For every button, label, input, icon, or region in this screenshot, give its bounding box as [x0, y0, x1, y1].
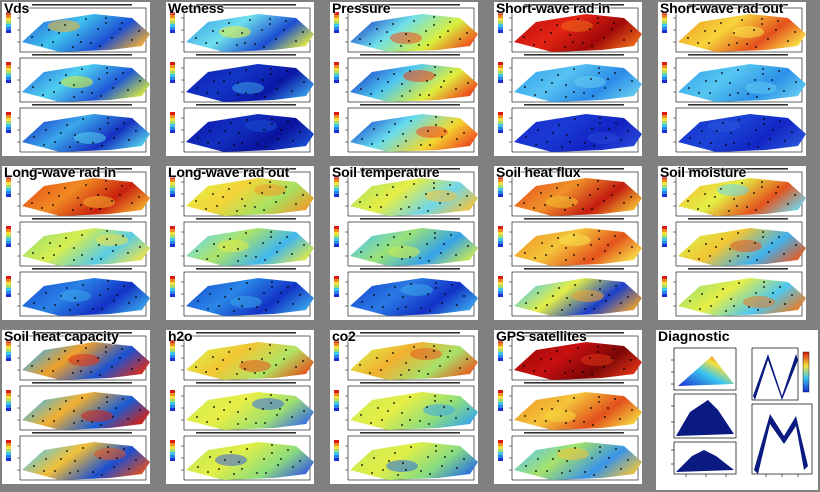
tile-gps[interactable]: GPS satellites: [494, 330, 642, 484]
tile-soil-heat-cap[interactable]: Soil heat capacity: [2, 330, 150, 484]
tile-sw-out[interactable]: Short-wave rad out: [658, 2, 806, 156]
tile-map-stack: [498, 168, 642, 317]
tile-title: Soil heat flux: [496, 166, 581, 180]
map-panel-1: [662, 168, 806, 217]
diagnostic-title: Diagnostic: [658, 330, 730, 344]
tile-map-stack: [334, 332, 478, 481]
map-panel-3: [334, 432, 478, 481]
diagnostic-plots: [671, 347, 813, 477]
tile-map-stack: [334, 4, 478, 153]
tile-title: Soil moisture: [660, 166, 747, 180]
tile-map-stack: [170, 168, 314, 317]
tile-map-stack: [334, 168, 478, 317]
tile-title: GPS satellites: [496, 330, 587, 344]
map-panel-2: [662, 218, 806, 267]
tile-map-stack: [170, 4, 314, 153]
tile-title: Short-wave rad in: [496, 2, 611, 16]
tile-lw-in[interactable]: Long-wave rad in: [2, 166, 150, 320]
tile-title: Long-wave rad in: [4, 166, 116, 180]
map-panel-2: [6, 218, 150, 267]
tile-lw-out[interactable]: Long-wave rad out: [166, 166, 314, 320]
tile-sw-in[interactable]: Short-wave rad in: [494, 2, 642, 156]
tile-pressure[interactable]: Pressure: [330, 2, 478, 156]
tile-map-stack: [6, 168, 150, 317]
map-panel-3: [334, 104, 478, 153]
tile-map-stack: [498, 4, 642, 153]
diagnostic-panel[interactable]: Diagnostic: [656, 330, 818, 490]
tile-map-stack: [170, 332, 314, 481]
diag-zigzag-lower: [754, 414, 808, 474]
tile-co2[interactable]: co2: [330, 330, 478, 484]
map-panel-1: [6, 4, 150, 53]
tile-title: Wetness: [168, 2, 224, 16]
map-panel-3: [662, 104, 806, 153]
map-panel-2: [498, 54, 642, 103]
map-panel-2: [498, 218, 642, 267]
map-panel-1: [334, 168, 478, 217]
tile-wetness[interactable]: Wetness: [166, 2, 314, 156]
map-panel-2: [6, 382, 150, 431]
tile-title: Soil temperature: [332, 166, 440, 180]
tile-map-stack: [662, 4, 806, 153]
map-panel-1: [498, 168, 642, 217]
map-panel-2: [662, 54, 806, 103]
map-panel-3: [662, 268, 806, 317]
tile-map-stack: [6, 4, 150, 153]
map-panel-1: [170, 168, 314, 217]
map-panel-3: [6, 104, 150, 153]
map-panel-3: [498, 432, 642, 481]
map-panel-1: [6, 332, 150, 381]
map-panel-1: [662, 4, 806, 53]
map-panel-3: [170, 432, 314, 481]
diag-frame-4: [751, 347, 799, 401]
diag-envelope-1: [676, 400, 734, 436]
map-panel-1: [498, 4, 642, 53]
diag-frame-2: [673, 393, 737, 439]
map-panel-2: [498, 382, 642, 431]
tile-title: Long-wave rad out: [168, 166, 290, 180]
tile-vds[interactable]: Vds: [2, 2, 150, 156]
map-panel-3: [334, 268, 478, 317]
tile-map-stack: [662, 168, 806, 317]
map-panel-3: [170, 104, 314, 153]
map-panel-1: [6, 168, 150, 217]
map-panel-3: [498, 104, 642, 153]
map-panel-2: [170, 382, 314, 431]
tile-title: h2o: [168, 330, 193, 344]
diag-envelope-2: [676, 450, 734, 472]
map-panel-2: [170, 54, 314, 103]
map-panel-2: [334, 218, 478, 267]
map-panel-1: [170, 4, 314, 53]
diag-frame-1: [673, 347, 737, 391]
map-panel-2: [6, 54, 150, 103]
map-panel-1: [334, 4, 478, 53]
diag-zigzag-upper: [753, 354, 798, 400]
tile-map-stack: [6, 332, 150, 481]
tile-title: Vds: [4, 2, 30, 16]
map-panel-1: [334, 332, 478, 381]
map-panel-2: [334, 54, 478, 103]
tile-soil-heat-flux[interactable]: Soil heat flux: [494, 166, 642, 320]
diag-frame-3: [673, 441, 737, 475]
map-panel-3: [170, 268, 314, 317]
tile-title: Pressure: [332, 2, 391, 16]
diag-colorbar: [802, 351, 810, 393]
tile-map-stack: [498, 332, 642, 481]
map-panel-2: [334, 382, 478, 431]
tile-soil-temp[interactable]: Soil temperature: [330, 166, 478, 320]
map-panel-3: [6, 268, 150, 317]
diag-triangle-map: [678, 356, 734, 386]
map-panel-3: [6, 432, 150, 481]
tile-title: Soil heat capacity: [4, 330, 119, 344]
map-panel-1: [170, 332, 314, 381]
tile-title: co2: [332, 330, 356, 344]
map-panel-1: [498, 332, 642, 381]
tile-title: Short-wave rad out: [660, 2, 784, 16]
map-panel-3: [498, 268, 642, 317]
tile-soil-moisture[interactable]: Soil moisture: [658, 166, 806, 320]
tile-h2o[interactable]: h2o: [166, 330, 314, 484]
map-panel-2: [170, 218, 314, 267]
